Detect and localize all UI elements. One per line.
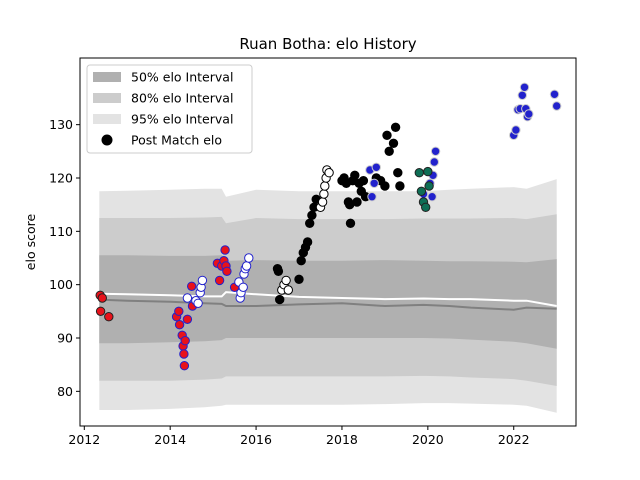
y-tick-label: 130	[49, 117, 73, 132]
data-point	[350, 170, 360, 181]
data-point	[423, 166, 433, 177]
y-tick-label: 120	[49, 171, 73, 186]
data-point	[174, 306, 184, 316]
data-point	[429, 157, 439, 167]
data-point	[382, 130, 392, 141]
data-point	[222, 266, 232, 276]
data-point	[179, 361, 190, 371]
data-point	[367, 192, 377, 202]
band-50	[99, 255, 557, 349]
data-point	[244, 253, 254, 263]
legend: 50% elo Interval 80% elo Interval 95% elo …	[86, 64, 253, 154]
legend-label: 50% elo Interval	[131, 70, 233, 85]
data-point	[517, 90, 527, 101]
data-point	[179, 349, 189, 359]
post-match-points	[95, 82, 562, 371]
legend-marker	[101, 134, 113, 146]
x-tick-label: 2012	[68, 432, 100, 447]
data-point	[319, 189, 329, 199]
data-point	[395, 181, 405, 191]
data-point	[345, 218, 356, 229]
data-point	[104, 312, 114, 322]
data-point	[416, 186, 427, 197]
x-tick-label: 2018	[326, 432, 358, 447]
data-point	[238, 282, 248, 292]
data-point	[302, 237, 313, 247]
data-point	[174, 320, 185, 330]
legend-swatch	[93, 114, 121, 124]
data-point	[241, 261, 252, 271]
x-tick-label: 2022	[498, 432, 530, 447]
data-point	[180, 336, 190, 346]
x-tick-label: 2014	[154, 432, 186, 447]
y-axis: 80 90 100 110 120 130	[49, 117, 80, 399]
data-point	[430, 146, 441, 157]
data-point	[95, 306, 106, 316]
data-point	[317, 197, 328, 207]
data-point	[281, 275, 291, 286]
legend-label: Post Match elo	[131, 133, 222, 148]
data-point	[393, 168, 403, 178]
data-point	[358, 176, 369, 186]
legend-label: 95% elo Interval	[131, 112, 233, 127]
data-point	[552, 101, 562, 111]
data-point	[197, 275, 208, 286]
y-tick-label: 110	[49, 224, 73, 239]
y-axis-label: elo score	[23, 214, 38, 271]
data-point	[369, 178, 379, 189]
data-point	[187, 281, 197, 291]
data-point	[352, 197, 362, 207]
plot-frame	[79, 57, 577, 427]
legend-swatch	[93, 93, 121, 103]
y-tick-label: 100	[49, 277, 73, 292]
data-point	[273, 266, 284, 276]
data-point	[296, 256, 306, 266]
data-point	[388, 138, 399, 149]
data-point	[193, 298, 203, 308]
data-point	[390, 122, 401, 133]
data-point	[549, 89, 560, 100]
plot-area	[95, 82, 562, 413]
data-point	[427, 192, 437, 202]
data-point	[220, 245, 230, 255]
data-point	[275, 294, 285, 305]
data-point	[214, 275, 225, 286]
data-point	[182, 314, 193, 324]
data-point	[97, 293, 108, 303]
interval-bands	[99, 179, 557, 413]
data-point	[182, 293, 193, 303]
data-point	[307, 210, 317, 221]
data-point	[305, 218, 315, 229]
x-axis: 2012 2014 2016 2018 2020 2022	[68, 426, 530, 447]
data-point	[320, 181, 330, 191]
data-point	[424, 181, 434, 191]
legend-label: 80% elo Interval	[131, 91, 233, 106]
data-point	[414, 168, 424, 178]
y-tick-label: 80	[57, 384, 73, 399]
data-point	[371, 162, 381, 173]
data-point	[511, 125, 521, 135]
data-point	[283, 285, 293, 295]
chart-title: Ruan Botha: elo History	[239, 35, 416, 53]
data-point	[294, 274, 304, 284]
legend-box	[86, 64, 253, 154]
data-point	[421, 202, 431, 213]
legend-swatch	[93, 72, 121, 82]
data-point	[524, 109, 534, 119]
x-tick-label: 2020	[412, 432, 444, 447]
data-point	[324, 168, 334, 178]
x-tick-label: 2016	[240, 432, 272, 447]
data-point	[384, 146, 394, 157]
data-point	[519, 82, 530, 93]
y-tick-label: 90	[57, 331, 73, 346]
